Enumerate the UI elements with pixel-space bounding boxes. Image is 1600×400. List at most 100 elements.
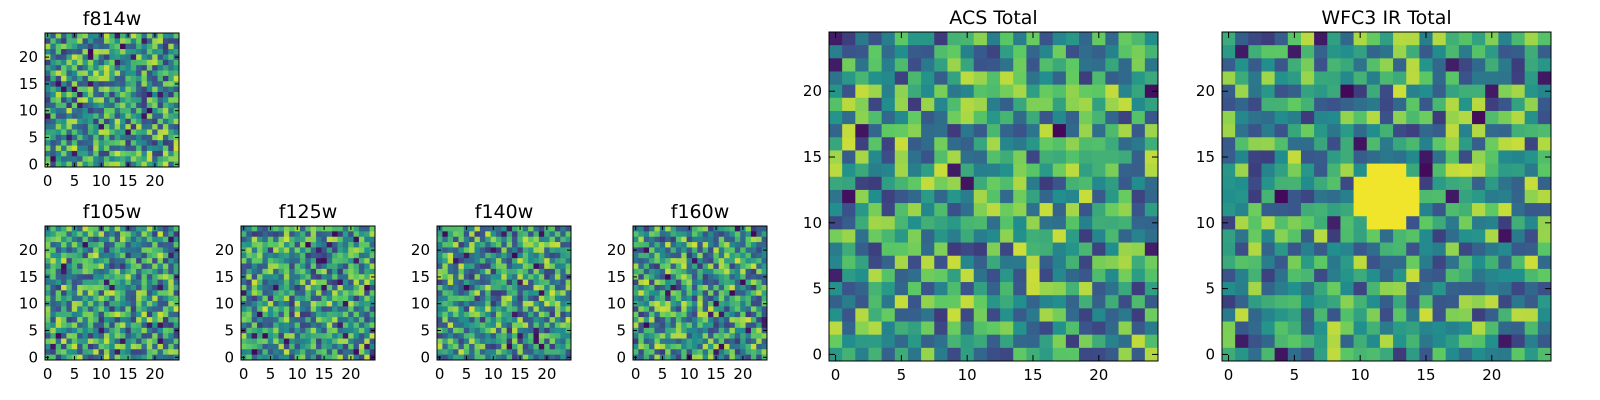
heatmap-cell <box>921 347 935 362</box>
heatmap-cell <box>947 203 961 217</box>
heatmap-cell <box>120 301 126 307</box>
heatmap-cell <box>702 284 709 291</box>
heatmap-cell <box>554 226 561 232</box>
heatmap-cell <box>114 279 121 286</box>
heatmap-cell <box>369 333 376 339</box>
heatmap-cell <box>1511 321 1526 336</box>
heatmap-cell <box>152 86 158 93</box>
heatmap-cell <box>1353 176 1368 191</box>
heatmap-cell <box>1327 189 1341 204</box>
heatmap-cell <box>643 317 650 323</box>
heatmap-cell <box>136 252 142 259</box>
heatmap-cell <box>973 216 988 230</box>
heatmap-cell <box>342 274 349 280</box>
heatmap-cell <box>1524 216 1539 230</box>
heatmap-cell <box>1000 321 1014 336</box>
heatmap-cell <box>1472 321 1486 336</box>
heatmap-cell <box>162 75 169 82</box>
heatmap-cell <box>485 354 491 361</box>
heatmap-cell <box>691 247 698 254</box>
heatmap-cell <box>638 349 645 356</box>
heatmap-cell <box>921 58 935 72</box>
heatmap-cell <box>495 338 502 345</box>
heatmap-cell <box>1065 334 1080 349</box>
heatmap-cell <box>136 226 142 232</box>
heatmap-cell <box>1511 229 1526 243</box>
heatmap-cell <box>713 295 720 302</box>
heatmap-cell <box>1379 97 1394 112</box>
heatmap-cell <box>273 263 279 270</box>
heatmap-cell <box>670 327 677 334</box>
heatmap-cell <box>136 38 142 45</box>
heatmap-cell <box>77 150 83 157</box>
heatmap-cell <box>1079 216 1093 230</box>
heatmap-cell <box>934 255 948 270</box>
heatmap-cell <box>66 145 73 152</box>
heatmap-cell <box>61 338 67 345</box>
heatmap-cell <box>1248 124 1262 138</box>
heatmap-cell <box>364 236 371 243</box>
heatmap-cell <box>501 338 508 345</box>
heatmap-cell <box>729 290 736 297</box>
heatmap-cell <box>55 338 62 345</box>
heatmap-cell <box>364 327 371 334</box>
heatmap-cell <box>278 252 285 259</box>
heatmap-cell <box>1000 176 1014 191</box>
heatmap-cell <box>1419 268 1433 283</box>
heatmap-cell <box>649 252 655 259</box>
heatmap-cell <box>842 97 856 112</box>
heatmap-cell <box>82 311 89 318</box>
heatmap-cell <box>1248 295 1262 309</box>
heatmap-cell <box>675 236 682 243</box>
heatmap-cell <box>686 252 693 259</box>
heatmap-cell <box>246 333 253 339</box>
heatmap-cell <box>934 84 948 99</box>
heatmap-cell <box>921 137 935 151</box>
heatmap-cell <box>120 242 126 248</box>
heatmap-cell <box>453 236 459 243</box>
heatmap-cell <box>1327 321 1341 336</box>
heatmap-cell <box>554 247 561 254</box>
heatmap-cell <box>125 247 132 254</box>
heatmap-cell <box>1105 216 1119 230</box>
heatmap-cell <box>1485 308 1499 322</box>
heatmap-cell <box>517 258 524 264</box>
heatmap-cell <box>1222 321 1236 336</box>
heatmap-cell <box>1300 97 1315 112</box>
heatmap-cell <box>670 274 677 280</box>
heatmap-cell <box>643 231 650 238</box>
heatmap-cell <box>283 311 290 318</box>
heatmap-cell <box>986 242 1001 257</box>
heatmap-cell <box>1379 163 1394 178</box>
heatmap-cell <box>87 295 94 302</box>
heatmap-cell <box>1026 45 1040 59</box>
heatmap-cell <box>675 301 682 307</box>
heatmap-cell <box>643 226 650 232</box>
heatmap-cell <box>447 290 454 297</box>
heatmap-cell <box>120 279 126 286</box>
heatmap-cell <box>973 58 988 72</box>
heatmap-cell <box>152 65 158 71</box>
heatmap-cell <box>251 306 258 313</box>
heatmap-cell <box>1458 282 1473 296</box>
heatmap-cell <box>45 349 51 356</box>
heatmap-cell <box>934 45 948 59</box>
heatmap-cell <box>66 322 73 329</box>
heatmap-cell <box>136 108 142 114</box>
heatmap-cell <box>299 279 306 286</box>
heatmap-cell <box>1393 268 1407 283</box>
heatmap-cell <box>61 279 67 286</box>
heatmap-cell <box>93 161 99 168</box>
heatmap-cell <box>342 349 349 356</box>
heatmap-cell <box>756 284 763 291</box>
heatmap-cell <box>522 317 529 323</box>
heatmap-cell <box>544 322 550 329</box>
heatmap-cell <box>61 124 67 130</box>
heatmap-cell <box>267 242 274 248</box>
heatmap-cell <box>469 247 475 254</box>
heatmap-cell <box>1092 321 1106 336</box>
heatmap-cell <box>1235 216 1249 230</box>
heatmap-cell <box>1498 84 1512 99</box>
heatmap-cell <box>321 268 328 275</box>
heatmap-cell <box>136 295 142 302</box>
